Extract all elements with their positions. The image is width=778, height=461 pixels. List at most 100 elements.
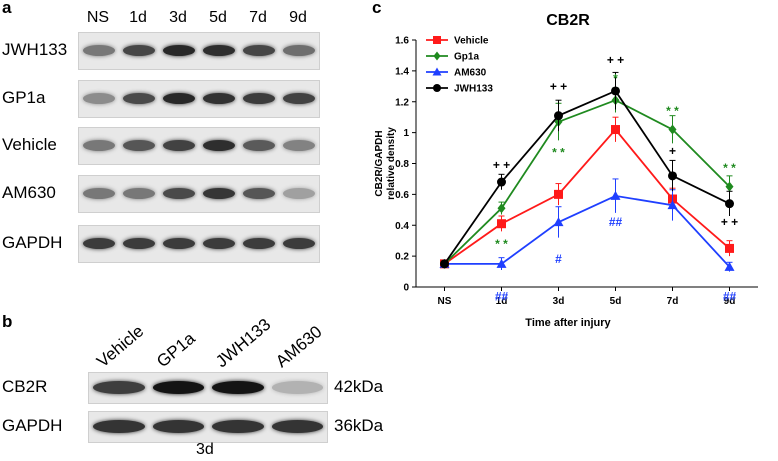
chart-y-axis-label: CB2R/GAPDH bbox=[374, 130, 385, 196]
blot-band bbox=[123, 93, 155, 104]
series-line bbox=[444, 194, 731, 268]
blot-row-label: GP1a bbox=[2, 88, 46, 107]
x-tick-label: NS bbox=[438, 296, 452, 307]
legend-marker bbox=[433, 36, 441, 44]
data-point bbox=[497, 219, 506, 229]
blot-band bbox=[271, 420, 323, 433]
significance-annotation: + + bbox=[550, 79, 567, 93]
significance-annotation: ## bbox=[495, 289, 509, 303]
blot-band bbox=[243, 238, 275, 249]
blot-row-label: GAPDH bbox=[2, 416, 63, 435]
significance-annotation: + + bbox=[607, 53, 624, 67]
blot-band bbox=[93, 420, 145, 433]
significance-annotation: ## bbox=[723, 289, 737, 303]
legend-marker bbox=[433, 51, 441, 61]
y-tick-label: 0.8 bbox=[395, 159, 409, 170]
blot-strip bbox=[78, 175, 320, 213]
blot-band bbox=[243, 140, 275, 151]
lane-label-b: Vehicle bbox=[93, 321, 148, 372]
series-line bbox=[443, 128, 731, 265]
legend-label: Gp1a bbox=[454, 52, 479, 63]
timepoint-caption: 3d bbox=[196, 441, 214, 458]
molecular-weight-label: 42kDa bbox=[334, 377, 384, 396]
data-point bbox=[725, 199, 734, 209]
blot-band bbox=[123, 140, 155, 151]
cb2r-line-chart: CB2R Time after injury CB2R/GAPDH relati… bbox=[374, 12, 758, 329]
y-tick-label: 1.6 bbox=[395, 36, 409, 47]
blot-band bbox=[163, 238, 195, 249]
blot-band bbox=[163, 140, 195, 151]
blot-strip bbox=[78, 32, 320, 70]
x-tick-label: 9d bbox=[724, 296, 736, 307]
x-tick-label: 7d bbox=[667, 296, 679, 307]
legend-marker bbox=[432, 67, 442, 76]
blot-strip bbox=[78, 225, 320, 263]
chart-y-axis-label-2: relative density bbox=[386, 127, 397, 200]
y-tick-label: 1.4 bbox=[395, 66, 409, 77]
significance-annotation: ## bbox=[609, 215, 623, 229]
significance-annotation: + bbox=[669, 144, 676, 158]
y-tick-label: 0.4 bbox=[395, 221, 409, 232]
legend-label: Vehicle bbox=[454, 36, 489, 47]
significance-annotation: * * bbox=[666, 104, 679, 118]
legend-label: AM630 bbox=[454, 68, 487, 79]
blot-strip bbox=[88, 372, 328, 404]
blot-band bbox=[243, 93, 275, 104]
panel-letter-a: a bbox=[2, 0, 12, 17]
blot-band bbox=[203, 238, 235, 249]
lane-label-b: JWH133 bbox=[212, 314, 275, 372]
data-point bbox=[611, 86, 620, 96]
molecular-weight-label: 36kDa bbox=[334, 416, 384, 435]
blot-band bbox=[203, 45, 235, 56]
blot-band bbox=[283, 140, 315, 151]
lane-label-a: 3d bbox=[169, 9, 187, 26]
y-tick-label: 0.2 bbox=[395, 252, 409, 263]
blot-band bbox=[271, 381, 323, 394]
x-tick-label: 1d bbox=[496, 296, 508, 307]
blot-band bbox=[203, 188, 235, 199]
x-tick-label: 5d bbox=[610, 296, 622, 307]
blot-band bbox=[83, 45, 115, 56]
blot-band bbox=[283, 93, 315, 104]
x-tick-label: 3d bbox=[553, 296, 565, 307]
significance-annotation: * * bbox=[552, 146, 565, 160]
data-point bbox=[553, 217, 564, 227]
blot-band bbox=[163, 188, 195, 199]
data-point bbox=[725, 243, 734, 253]
blot-band bbox=[93, 381, 145, 394]
blot-band bbox=[123, 188, 155, 199]
lane-label-b: GP1a bbox=[152, 328, 199, 372]
blot-band bbox=[83, 238, 115, 249]
chart-title: CB2R bbox=[546, 12, 590, 29]
blot-band bbox=[83, 93, 115, 104]
data-point bbox=[724, 261, 735, 271]
legend-label: JWH133 bbox=[454, 84, 493, 95]
data-point bbox=[440, 259, 449, 269]
blot-strip bbox=[88, 411, 328, 443]
lane-label-a: 5d bbox=[209, 9, 227, 26]
y-tick-label: 0.6 bbox=[395, 190, 409, 201]
chart-x-axis-label: Time after injury bbox=[525, 317, 611, 329]
blot-band bbox=[212, 381, 264, 394]
series-line bbox=[443, 99, 731, 265]
lane-label-a: 1d bbox=[129, 9, 147, 26]
significance-annotation: # bbox=[555, 252, 562, 266]
blot-band bbox=[283, 45, 315, 56]
data-point bbox=[554, 189, 563, 199]
panel-letter-c: c bbox=[372, 0, 382, 17]
lane-label-a: NS bbox=[86, 9, 110, 26]
significance-annotation: + + bbox=[493, 158, 510, 172]
blot-row-label: CB2R bbox=[2, 377, 48, 396]
significance-annotation: * bbox=[613, 72, 618, 86]
blot-strip bbox=[78, 80, 320, 118]
y-tick-label: 0 bbox=[403, 283, 409, 294]
blot-band bbox=[152, 420, 204, 433]
panel-letter-b: b bbox=[2, 312, 13, 331]
blot-band bbox=[163, 93, 195, 104]
data-point bbox=[497, 177, 506, 187]
significance-annotation: * * bbox=[723, 161, 736, 175]
y-tick-label: 1.2 bbox=[395, 97, 409, 108]
blot-band bbox=[83, 140, 115, 151]
blot-band bbox=[123, 45, 155, 56]
blot-row-label: JWH133 bbox=[2, 40, 68, 59]
